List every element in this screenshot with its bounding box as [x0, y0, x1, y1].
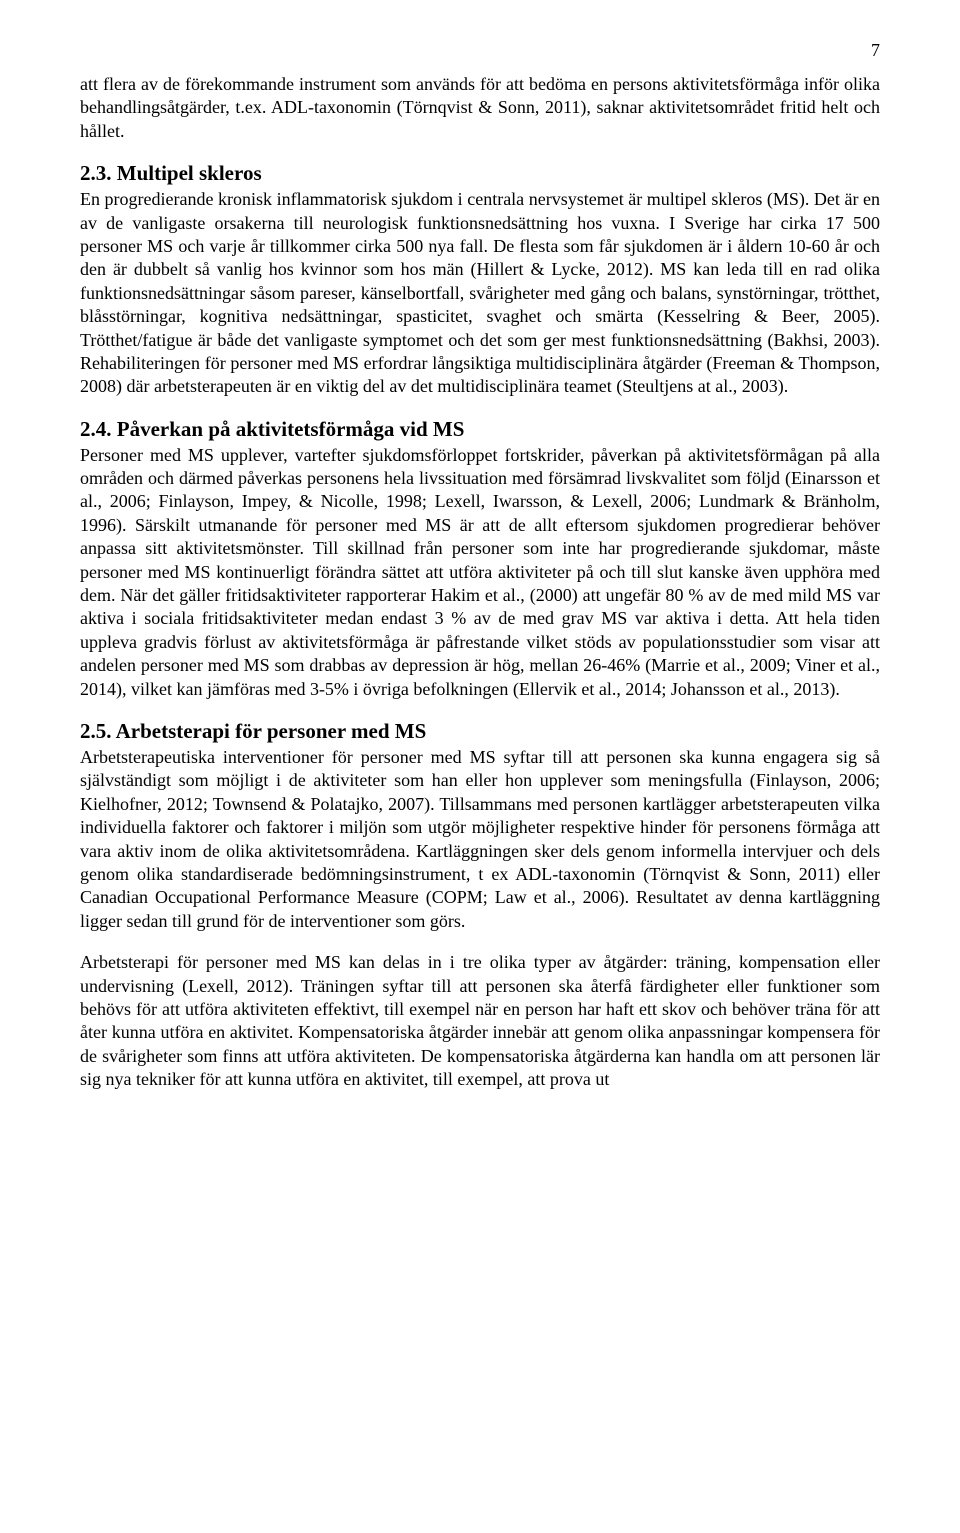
paragraph-5: Arbetsterapi för personer med MS kan del… [80, 951, 880, 1091]
paragraph-4: Arbetsterapeutiska interventioner för pe… [80, 746, 880, 933]
heading-section-2-5: 2.5. Arbetsterapi för personer med MS [80, 719, 880, 744]
paragraph-3: Personer med MS upplever, vartefter sjuk… [80, 444, 880, 701]
heading-section-2-4: 2.4. Påverkan på aktivitetsförmåga vid M… [80, 417, 880, 442]
heading-section-2-3: 2.3. Multipel skleros [80, 161, 880, 186]
paragraph-2: En progredierande kronisk inflammatorisk… [80, 188, 880, 399]
paragraph-1: att flera av de förekommande instrument … [80, 73, 880, 143]
page-number: 7 [80, 40, 880, 61]
